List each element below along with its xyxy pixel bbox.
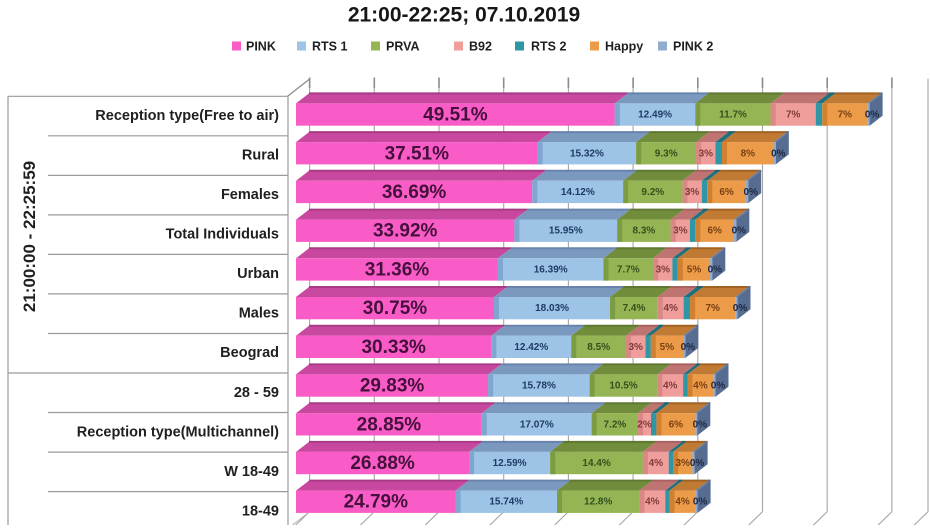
svg-text:4%: 4% (645, 497, 660, 508)
svg-text:15.32%: 15.32% (570, 148, 604, 159)
svg-text:Reception type(Free to air): Reception type(Free to air) (95, 108, 279, 124)
svg-text:3%: 3% (675, 458, 690, 469)
svg-text:Reception type(Multichannel): Reception type(Multichannel) (77, 424, 279, 440)
svg-text:12.59%: 12.59% (493, 458, 527, 469)
svg-text:0%: 0% (693, 497, 708, 508)
svg-text:24.79%: 24.79% (344, 492, 409, 513)
svg-text:12.42%: 12.42% (514, 342, 548, 353)
svg-text:30.33%: 30.33% (361, 337, 426, 358)
svg-text:4%: 4% (663, 303, 678, 314)
svg-text:Beograd: Beograd (220, 345, 279, 361)
svg-text:PINK: PINK (246, 40, 276, 54)
svg-text:3%: 3% (656, 264, 671, 275)
svg-text:4%: 4% (675, 497, 690, 508)
svg-text:8.3%: 8.3% (633, 226, 656, 237)
svg-text:9.3%: 9.3% (655, 148, 678, 159)
svg-text:49.51%: 49.51% (423, 105, 488, 126)
svg-text:11.7%: 11.7% (719, 110, 747, 121)
svg-text:30.75%: 30.75% (363, 298, 428, 319)
svg-text:14.4%: 14.4% (582, 458, 610, 469)
svg-text:RTS 1: RTS 1 (312, 40, 347, 54)
svg-text:7%: 7% (786, 110, 801, 121)
svg-text:0%: 0% (771, 148, 786, 159)
svg-text:31.36%: 31.36% (365, 259, 430, 280)
svg-text:4%: 4% (693, 381, 708, 392)
svg-text:7%: 7% (705, 303, 720, 314)
svg-text:2%: 2% (637, 419, 652, 430)
svg-text:16.39%: 16.39% (534, 264, 568, 275)
svg-text:6%: 6% (669, 419, 684, 430)
svg-text:9.2%: 9.2% (641, 187, 664, 198)
svg-text:0%: 0% (733, 303, 748, 314)
svg-text:21:00:00 - 22:25:59: 21:00:00 - 22:25:59 (20, 161, 39, 312)
svg-text:0%: 0% (690, 458, 705, 469)
svg-text:0%: 0% (693, 419, 708, 430)
svg-text:14.12%: 14.12% (561, 187, 595, 198)
svg-text:18-49: 18-49 (242, 503, 279, 519)
svg-text:PRVA: PRVA (386, 40, 420, 54)
svg-text:3%: 3% (628, 342, 643, 353)
svg-text:3%: 3% (699, 148, 714, 159)
svg-text:12.49%: 12.49% (638, 110, 672, 121)
svg-text:15.78%: 15.78% (522, 381, 556, 392)
svg-text:7.2%: 7.2% (604, 419, 627, 430)
svg-text:28.85%: 28.85% (357, 414, 422, 435)
svg-text:21:00-22:25; 07.10.2019: 21:00-22:25; 07.10.2019 (348, 4, 580, 27)
svg-text:26.88%: 26.88% (350, 453, 415, 474)
svg-text:17.07%: 17.07% (520, 419, 554, 430)
svg-text:15.74%: 15.74% (489, 497, 523, 508)
svg-text:4%: 4% (649, 458, 664, 469)
svg-text:4%: 4% (663, 381, 678, 392)
svg-text:0%: 0% (708, 264, 723, 275)
svg-text:8%: 8% (741, 148, 756, 159)
svg-text:0%: 0% (681, 342, 696, 353)
svg-text:18.03%: 18.03% (535, 303, 569, 314)
svg-text:Males: Males (239, 306, 279, 322)
svg-text:PINK 2: PINK 2 (673, 40, 713, 54)
svg-text:6%: 6% (707, 226, 722, 237)
svg-text:0%: 0% (865, 110, 880, 121)
svg-text:0%: 0% (743, 187, 758, 198)
svg-text:Total Individuals: Total Individuals (166, 227, 279, 243)
svg-text:0%: 0% (711, 381, 726, 392)
svg-text:33.92%: 33.92% (373, 221, 438, 242)
svg-text:W 18-49: W 18-49 (224, 464, 279, 480)
svg-text:12.8%: 12.8% (584, 497, 612, 508)
svg-text:7%: 7% (838, 110, 853, 121)
svg-text:37.51%: 37.51% (385, 143, 450, 164)
svg-text:8.5%: 8.5% (587, 342, 610, 353)
svg-text:5%: 5% (660, 342, 675, 353)
svg-text:5%: 5% (687, 264, 702, 275)
svg-text:7.4%: 7.4% (623, 303, 646, 314)
svg-text:Females: Females (221, 187, 279, 203)
svg-text:RTS 2: RTS 2 (531, 40, 566, 54)
svg-text:15.95%: 15.95% (549, 226, 583, 237)
svg-text:B92: B92 (469, 40, 492, 54)
svg-text:10.5%: 10.5% (609, 381, 637, 392)
svg-text:Rural: Rural (242, 148, 279, 164)
svg-text:3%: 3% (685, 187, 700, 198)
svg-text:7.7%: 7.7% (617, 264, 640, 275)
svg-text:0%: 0% (732, 226, 747, 237)
svg-text:Happy: Happy (605, 40, 643, 54)
svg-text:3%: 3% (673, 226, 688, 237)
svg-text:36.69%: 36.69% (382, 182, 447, 203)
svg-text:Urban: Urban (237, 266, 279, 282)
svg-text:28 - 59: 28 - 59 (234, 385, 279, 401)
svg-text:29.83%: 29.83% (360, 376, 425, 397)
svg-text:6%: 6% (719, 187, 734, 198)
